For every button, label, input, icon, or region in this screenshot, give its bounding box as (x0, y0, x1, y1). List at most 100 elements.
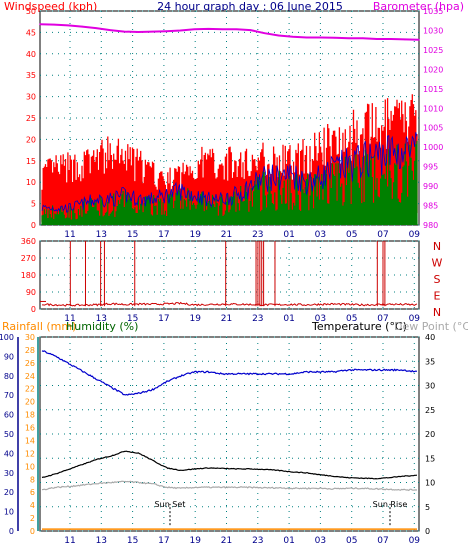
wind-y-tick-10: 10 (26, 178, 36, 187)
rainfall-y-tick-26: 26 (25, 359, 35, 368)
barometer-point (39, 23, 41, 26)
wind-y-tick-5: 5 (31, 200, 36, 209)
humidity-y-tick-50: 50 (4, 430, 14, 439)
wind-y-tick-45: 45 (26, 28, 36, 37)
baro-y-tick-1005: 1005 (423, 124, 443, 133)
wind-x-tick-01: 01 (283, 230, 294, 240)
baro-y-tick-1030: 1030 (423, 26, 443, 35)
direction-x-tick-23: 23 (252, 314, 263, 324)
rainfall-axis-label: Rainfall (mm) (2, 320, 76, 333)
humidity-y-tick-60: 60 (4, 411, 14, 420)
temp-frame (39, 336, 420, 532)
direction-y-tick-270: 270 (21, 254, 36, 263)
dewpoint-axis-label: Dew Point (°C) (394, 320, 468, 333)
humidity-y-tick-0: 0 (9, 527, 14, 536)
rainfall-y-tick-0: 0 (30, 527, 35, 536)
barometer-point (362, 37, 364, 40)
direction-y-tick-360: 360 (21, 237, 36, 246)
direction-x-tick-05: 05 (346, 314, 357, 324)
direction-x-tick-09: 09 (409, 314, 421, 324)
wind-y-tick-0: 0 (31, 221, 36, 230)
direction-x-tick-21: 21 (221, 314, 232, 324)
wind-x-tick-03: 03 (315, 230, 326, 240)
wind-x-tick-11: 11 (64, 230, 75, 240)
humidity-y-tick-70: 70 (4, 391, 14, 400)
compass-label-S-2: S (434, 273, 441, 286)
wind-x-tick-05: 05 (346, 230, 357, 240)
barometer-point (390, 38, 392, 40)
baro-y-tick-1010: 1010 (423, 104, 443, 113)
baro-y-tick-995: 995 (423, 163, 438, 172)
barometer-point (418, 38, 420, 41)
temperature-y-tick-25: 25 (425, 406, 435, 415)
temperature-y-tick-30: 30 (425, 382, 435, 391)
direction-x-tick-13: 13 (96, 314, 107, 324)
barometer-point (165, 30, 168, 33)
wind-y-tick-50: 50 (26, 7, 36, 16)
temp-x-tick-13: 13 (96, 536, 107, 546)
barometer-point (404, 38, 406, 41)
wind-y-tick-25: 25 (26, 114, 36, 123)
baro-y-tick-985: 985 (423, 202, 438, 211)
temperature-axis-label: Temperature (°C) (311, 320, 407, 333)
baro-y-tick-1035: 1035 (423, 7, 443, 16)
direction-y-tick-180: 180 (21, 271, 36, 280)
barometer-point (235, 28, 238, 31)
wind-base-series (41, 140, 418, 225)
humidity-y-tick-20: 20 (4, 488, 14, 497)
temp-x-tick-07: 07 (377, 536, 388, 546)
rainfall-y-tick-2: 2 (30, 514, 35, 523)
wind-x-tick-15: 15 (127, 230, 138, 240)
barometer-point (67, 24, 69, 27)
compass-label-N-0: N (433, 240, 441, 253)
windspeed-axis-label: Windspeed (kph) (4, 0, 97, 13)
baro-y-tick-1025: 1025 (423, 46, 443, 55)
wind-y-tick-15: 15 (26, 157, 36, 166)
barometer-point (151, 30, 154, 33)
wind-average-series (41, 132, 418, 213)
barometer-point (137, 31, 140, 33)
dewpoint-series (41, 480, 418, 492)
wind-x-tick-17: 17 (158, 230, 169, 240)
barometer-point (348, 37, 350, 40)
barometer-axis-label: Barometer (hpa) (373, 0, 464, 13)
barometer-point (376, 38, 378, 40)
barometer-point (319, 36, 322, 39)
barometer-point (305, 36, 308, 39)
temperature-y-tick-35: 35 (425, 357, 435, 366)
chart-title: 24 hour graph day : 06 June 2015 (157, 0, 343, 13)
temperature-y-tick-20: 20 (425, 430, 435, 439)
humidity-y-tick-30: 30 (4, 469, 14, 478)
wind-y-tick-30: 30 (26, 93, 36, 102)
temp-x-tick-19: 19 (189, 536, 201, 546)
wind-x-tick-21: 21 (221, 230, 232, 240)
baro-y-tick-980: 980 (423, 221, 438, 230)
temp-x-tick-01: 01 (283, 536, 294, 546)
wind-x-tick-19: 19 (189, 230, 201, 240)
direction-y-tick-0: 0 (31, 305, 36, 314)
temperature-y-tick-5: 5 (425, 503, 430, 512)
barometer-point (333, 37, 336, 39)
barometer-point (249, 29, 252, 31)
humidity-y-tick-100: 100 (0, 333, 14, 342)
barometer-point (95, 27, 97, 29)
sun-annotation-0: Sun Set (155, 500, 186, 509)
wind-barometer-panel: 0510152025303540455098098599099510001005… (26, 7, 444, 240)
temp-x-tick-05: 05 (346, 536, 357, 546)
temp-x-tick-03: 03 (315, 536, 326, 546)
temperature-humidity-panel: 0102030405060708090100024681012141618202… (0, 333, 435, 546)
rainfall-y-tick-30: 30 (25, 333, 35, 342)
barometer-series (39, 23, 420, 41)
rainfall-y-tick-8: 8 (30, 475, 35, 484)
humidity-y-tick-80: 80 (4, 372, 14, 381)
direction-x-tick-19: 19 (189, 314, 201, 324)
wind-x-tick-13: 13 (96, 230, 107, 240)
temperature-y-tick-40: 40 (425, 333, 435, 342)
direction-x-tick-07: 07 (377, 314, 388, 324)
direction-x-tick-17: 17 (158, 314, 169, 324)
rainfall-y-tick-18: 18 (25, 411, 35, 420)
direction-x-tick-11: 11 (64, 314, 75, 324)
barometer-point (193, 28, 196, 31)
